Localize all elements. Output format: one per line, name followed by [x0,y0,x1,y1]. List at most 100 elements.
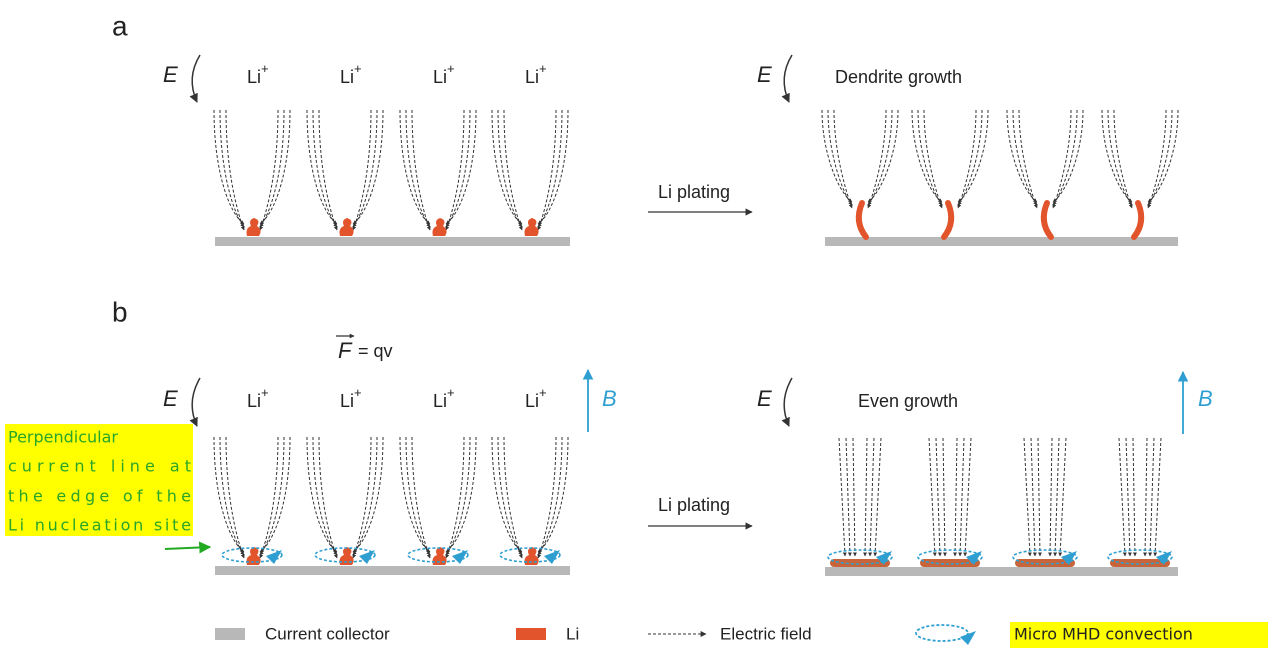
li-nucleus [247,218,261,236]
field-line [260,110,284,227]
field-line [226,437,244,558]
field-line [1053,110,1083,202]
field-line [912,110,942,202]
ion-label: Li+ [247,385,269,410]
result-label: Even growth [858,391,958,411]
field-line [1031,438,1035,556]
force-symbol: F [338,338,353,363]
ion-label: Li+ [340,61,362,86]
field-line [1060,438,1066,556]
field-line [1148,110,1166,208]
field-line [1007,110,1037,202]
ion-label: Li+ [525,61,547,86]
field-line [960,438,964,556]
field-arrow [784,378,792,426]
current-collector [215,237,570,246]
field-symbol: E [757,62,772,87]
field-line [1053,110,1071,208]
mhd-arrow [359,550,375,564]
field-line [504,110,522,230]
field-line [260,110,278,230]
field-line [446,110,464,230]
field-line [504,437,522,558]
ion-charge: + [447,385,455,400]
field-arrow [192,378,200,426]
field-arrow [784,55,792,102]
field-line [1145,438,1147,556]
field-symbol: E [163,386,178,411]
legend-swatch [516,628,546,640]
field-line [1024,438,1030,556]
field-line [853,438,855,556]
field-line [828,110,852,205]
field-line [955,438,957,556]
field-line [1013,110,1037,205]
legend-label: Micro MHD convection [1014,625,1193,644]
panel-label: b [112,296,128,327]
field-line [965,438,971,556]
result-label: Dendrite growth [835,67,962,87]
dendrite [1134,203,1141,237]
field-arrow [192,55,200,102]
process-label: Li plating [658,182,730,202]
panel-label: a [112,10,128,41]
field-line [406,110,430,227]
field-line [1053,110,1077,205]
li-nucleus [525,218,539,236]
process-label: Li plating [658,495,730,515]
field-line [498,110,522,227]
field-line [446,437,464,558]
field-line [868,110,892,205]
field-line [846,438,850,556]
mhd-arrow [544,550,560,564]
field-line [918,110,942,205]
ion-charge: + [261,61,269,76]
field-line [1038,438,1040,556]
field-line [1133,438,1135,556]
ion-charge: + [539,61,547,76]
field-line [839,438,845,556]
field-line [412,110,430,230]
field-line [822,110,852,202]
field-line [936,438,940,556]
field-line [1102,110,1132,202]
field-line [353,437,371,558]
mhd-arrow [452,550,468,564]
field-line [412,437,430,558]
current-collector [825,237,1178,246]
field-line [958,110,988,202]
ion-symbol: Li [525,67,539,87]
field-line [1119,438,1125,556]
field-line [834,110,852,208]
ion-charge: + [354,385,362,400]
field-line [875,438,881,556]
field-line [868,110,898,202]
field-line [260,437,278,558]
ion-label: Li+ [433,385,455,410]
ion-symbol: Li [247,67,261,87]
current-collector [215,566,570,575]
field-line [313,110,337,227]
legend-label: Electric field [720,624,812,643]
field-line [870,438,874,556]
field-line [1019,110,1037,208]
diagram: a E Li plating E Dendrite growth b F = q… [0,0,1272,653]
field-line [538,110,562,227]
ion-symbol: Li [340,391,354,411]
annotation-arrow [165,547,210,549]
annotation-line: Perpendicular [8,428,118,447]
field-line [929,438,935,556]
field-line [220,110,244,227]
field-line [958,110,976,208]
field-line [943,438,945,556]
field-line [1050,438,1052,556]
field-line [1114,110,1132,208]
ion-charge: + [261,385,269,400]
field-line [1055,438,1059,556]
field-line [1108,110,1132,205]
field-line [319,437,337,558]
current-collector [825,567,1178,576]
legend-label: Current collector [265,624,390,643]
field-line [319,110,337,230]
field-line [226,110,244,230]
